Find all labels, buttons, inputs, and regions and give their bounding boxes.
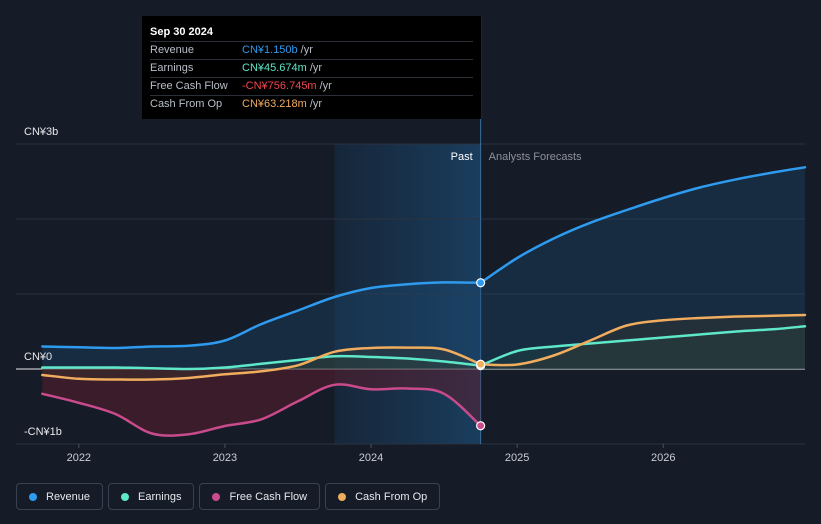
forecast-label: Analysts Forecasts [489, 151, 582, 163]
y-tick-label: CN¥0 [24, 351, 52, 363]
tooltip-value: CN¥45.674m [242, 62, 307, 74]
y-tick-label: -CN¥1b [24, 426, 62, 438]
legend-item-free-cash-flow[interactable]: Free Cash Flow [199, 483, 321, 510]
tooltip-unit: /yr [319, 80, 332, 92]
tooltip-row-earnings: Earnings CN¥45.674m /yr [150, 59, 473, 77]
legend-dot-icon [29, 492, 37, 501]
revenue-marker[interactable] [476, 278, 486, 288]
legend-dot-icon [121, 492, 130, 501]
tooltip-date: Sep 30 2024 [150, 26, 213, 38]
x-tick-label: 2023 [213, 452, 237, 464]
tooltip-value: -CN¥756.745m [242, 80, 317, 92]
legend-item-earnings[interactable]: Earnings [108, 483, 195, 510]
tooltip-unit: /yr [309, 62, 323, 74]
earnings-area [42, 326, 806, 370]
chart-legend: Revenue Earnings Free Cash Flow Cash Fro… [16, 483, 441, 510]
legend-dot-icon [338, 492, 347, 501]
tooltip-row-free-cash-flow: Free Cash Flow -CN¥756.745m /yr [150, 77, 473, 95]
cash-from-op-line-past [41, 346, 482, 381]
y-tick-label: CN¥3b [24, 126, 58, 138]
tooltip-row-cash-from-op: Cash From Op CN¥63.218m /yr [150, 95, 473, 113]
x-tick-label: 2022 [67, 452, 91, 464]
tooltip-label: Earnings [150, 62, 194, 74]
legend-item-revenue[interactable]: Revenue [16, 483, 104, 510]
legend-dot-icon [212, 492, 221, 501]
legend-item-cash-from-op[interactable]: Cash From Op [325, 483, 441, 510]
legend-label: Revenue [46, 490, 91, 503]
free-cash-flow-marker[interactable] [476, 421, 486, 431]
legend-label: Free Cash Flow [229, 490, 308, 503]
tooltip-label: Free Cash Flow [150, 80, 228, 92]
free-cash-flow-line-past [41, 383, 482, 437]
tooltip-panel: Sep 30 2024 Revenue CN¥1.150b /yr Earnin… [142, 16, 481, 119]
cash-from-op-line-forecast [479, 313, 807, 367]
cash-from-op-marker[interactable] [476, 359, 486, 369]
tooltip-unit: /yr [300, 44, 313, 56]
tooltip-unit: /yr [309, 98, 323, 110]
earnings-line-forecast [479, 325, 807, 367]
x-tick-label: 2025 [505, 452, 529, 464]
tooltip-value: CN¥1.150b [242, 44, 298, 56]
legend-label: Earnings [138, 490, 182, 503]
legend-label: Cash From Op [355, 490, 428, 503]
tooltip-value: CN¥63.218m [242, 98, 307, 110]
past-label: Past [451, 151, 473, 163]
earnings-line-past [41, 354, 482, 371]
free-cash-flow-area [42, 369, 481, 436]
revenue-area [42, 167, 806, 369]
revenue-line-past [41, 281, 482, 350]
tooltip-label: Revenue [150, 44, 195, 56]
x-tick-label: 2026 [651, 452, 675, 464]
tooltip-row-revenue: Revenue CN¥1.150b /yr [150, 41, 473, 59]
revenue-line-forecast [479, 166, 807, 285]
x-tick-label: 2024 [359, 452, 383, 464]
tooltip-label: Cash From Op [150, 98, 223, 110]
